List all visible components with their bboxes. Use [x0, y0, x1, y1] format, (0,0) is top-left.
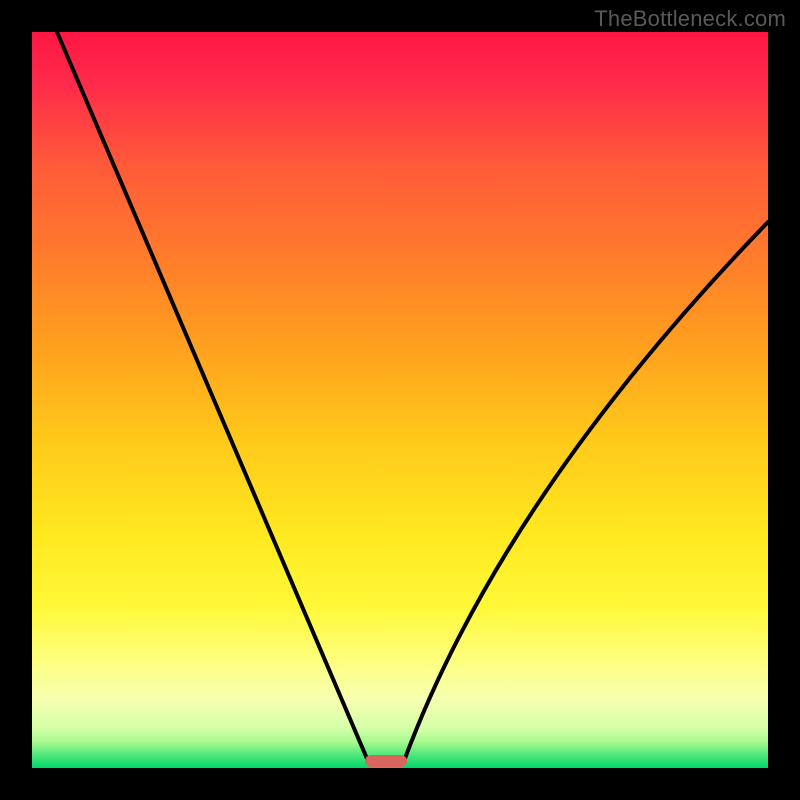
plot-area [32, 32, 768, 768]
watermark-text: TheBottleneck.com [594, 6, 786, 32]
trough-marker [365, 755, 407, 767]
gradient-background [32, 32, 768, 768]
plot-frame [32, 32, 768, 768]
